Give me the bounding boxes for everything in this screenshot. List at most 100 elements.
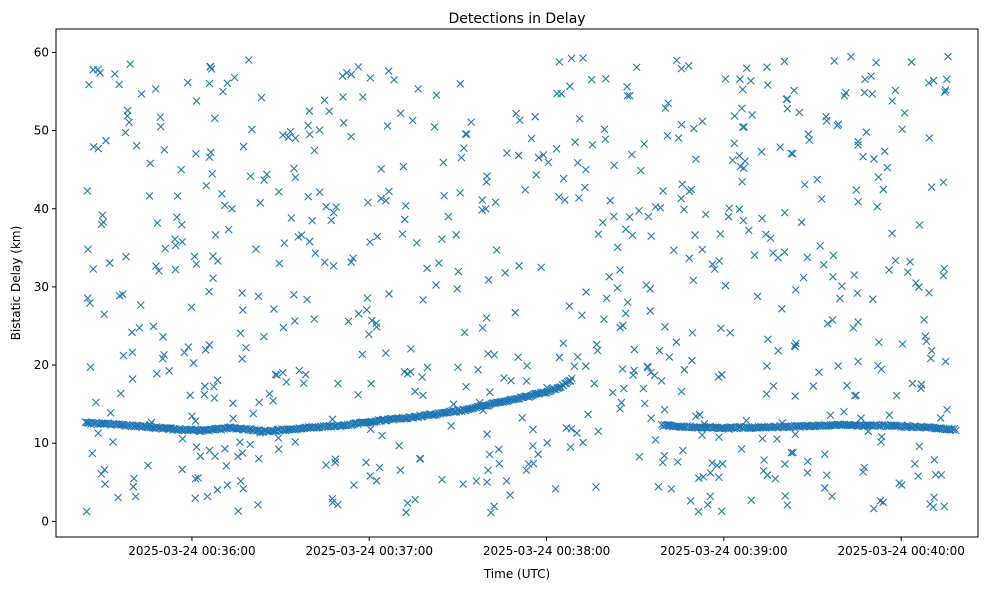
detection-marker (89, 142, 98, 151)
detection-marker (803, 253, 812, 262)
detection-marker (262, 170, 271, 179)
detection-marker (106, 408, 115, 417)
detection-marker (799, 273, 808, 282)
detection-marker (590, 379, 599, 388)
y-tick-label: 30 (34, 280, 49, 294)
detection-marker (885, 266, 893, 274)
y-tick-label: 50 (34, 124, 49, 138)
detection-marker (246, 172, 255, 181)
detection-marker (400, 215, 409, 224)
detection-marker (854, 318, 863, 326)
detection-marker (763, 81, 772, 89)
detection-marker (274, 445, 283, 454)
detection-marker (660, 405, 669, 414)
detection-marker (487, 508, 495, 517)
detection-marker (750, 251, 759, 259)
detection-marker (531, 112, 540, 121)
detection-marker (763, 63, 771, 71)
detection-marker (852, 391, 860, 400)
detection-marker (286, 127, 295, 136)
detection-marker (588, 141, 597, 149)
detection-marker (706, 492, 715, 501)
detection-marker (710, 265, 719, 274)
detection-marker (689, 276, 698, 285)
detection-marker (160, 350, 168, 359)
detection-marker (580, 183, 589, 192)
detection-marker (860, 463, 869, 472)
detection-marker (738, 177, 747, 186)
detection-marker (939, 271, 948, 280)
detection-marker (484, 276, 493, 284)
detection-marker (100, 310, 109, 319)
detection-marker (867, 72, 876, 80)
detection-marker (144, 461, 152, 470)
detection-marker (841, 88, 850, 97)
detection-marker (735, 205, 744, 214)
detection-marker (907, 58, 916, 66)
detection-marker (746, 76, 755, 85)
detection-marker (84, 245, 92, 254)
detection-marker (861, 75, 869, 84)
detection-marker (503, 149, 511, 158)
detection-marker (769, 382, 778, 390)
detection-marker (454, 363, 462, 372)
detection-marker (92, 398, 100, 407)
detection-marker (672, 56, 681, 65)
detection-marker (439, 158, 448, 167)
detection-marker (363, 294, 372, 303)
detection-marker (116, 389, 125, 398)
detection-marker (874, 361, 882, 370)
detection-marker (367, 379, 376, 388)
detection-marker (630, 366, 638, 375)
detection-marker (936, 414, 945, 422)
detection-marker (551, 484, 560, 493)
detection-marker (691, 231, 700, 239)
detection-marker (279, 323, 288, 332)
detection-marker (97, 220, 106, 229)
detection-marker (815, 368, 823, 377)
detection-marker (843, 381, 851, 390)
detection-marker (229, 414, 238, 423)
detection-marker (534, 153, 543, 162)
detection-marker (238, 289, 247, 297)
detection-marker (925, 134, 934, 142)
detection-marker (862, 128, 871, 137)
detection-marker (781, 491, 790, 500)
detection-marker (320, 96, 329, 105)
detection-marker (619, 384, 628, 393)
detection-marker (758, 214, 766, 223)
detection-marker (472, 477, 481, 485)
detection-marker (859, 152, 867, 161)
detection-marker (578, 311, 586, 320)
detection-marker (854, 141, 862, 149)
y-tick-label: 0 (41, 514, 49, 528)
detection-marker (249, 409, 258, 418)
detection-marker (579, 54, 587, 63)
detection-marker (646, 307, 655, 315)
detection-marker (224, 225, 233, 234)
detection-marker (559, 339, 568, 348)
detection-marker (759, 466, 768, 475)
detection-marker (663, 131, 672, 140)
detection-marker (669, 246, 678, 255)
detection-marker (555, 353, 564, 362)
detection-marker (728, 156, 737, 164)
detection-marker (384, 67, 393, 76)
detection-marker (628, 231, 637, 240)
detection-marker (522, 377, 531, 386)
detection-marker (338, 72, 347, 80)
detection-marker (478, 196, 487, 204)
detection-marker (119, 351, 128, 360)
detection-marker (191, 474, 200, 483)
detection-marker (219, 87, 227, 96)
detection-marker (820, 484, 829, 492)
detection-marker (239, 142, 248, 151)
detection-marker (177, 165, 186, 174)
detection-marker (287, 214, 296, 222)
detection-marker (494, 445, 503, 454)
detection-marker (474, 365, 482, 374)
detection-marker (739, 216, 748, 225)
detection-marker (618, 365, 627, 373)
detection-marker (714, 373, 723, 381)
